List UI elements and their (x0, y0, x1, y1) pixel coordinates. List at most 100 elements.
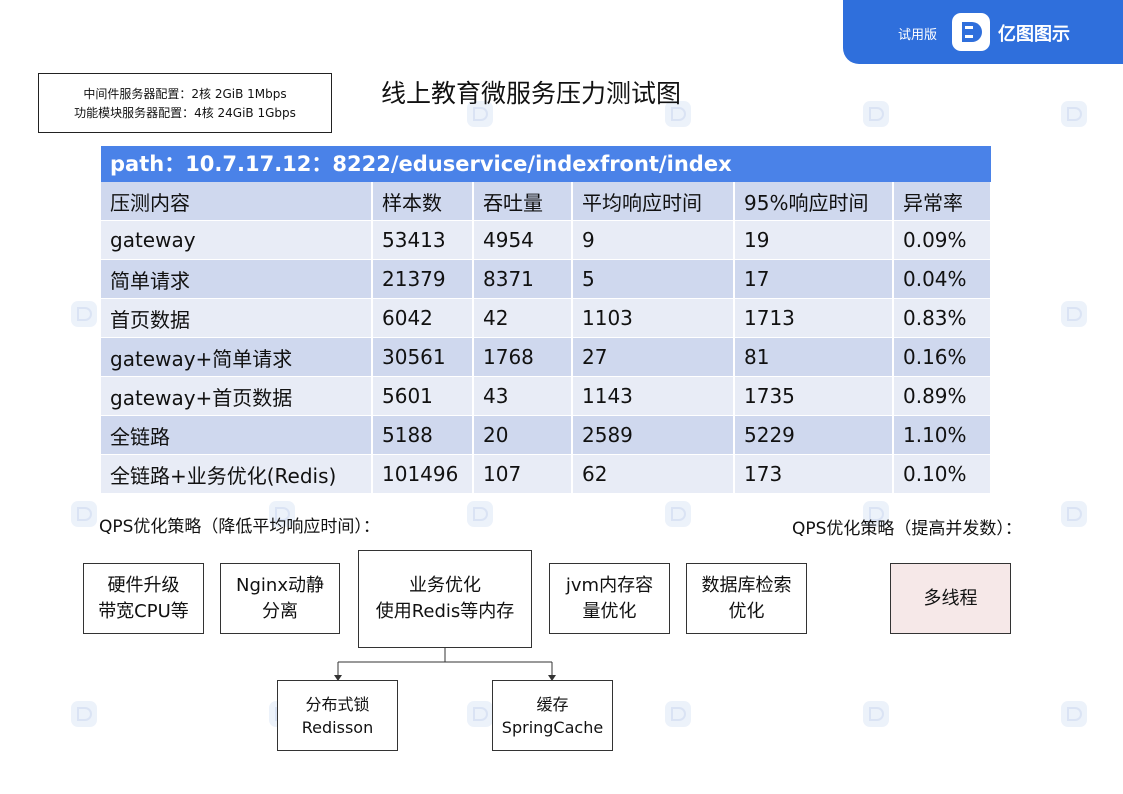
table-cell: 2589 (572, 415, 735, 455)
node-multithread[interactable]: 多线程 (890, 563, 1011, 634)
table-cell: gateway+简单请求 (101, 337, 373, 377)
edraw-watermark-icon (862, 700, 890, 728)
strategy-label-response: QPS优化策略（降低平均响应时间）： (99, 517, 380, 537)
table-row: 首页数据 6042 42 1103 1713 0.83% (101, 298, 992, 338)
config-line-middleware: 中间件服务器配置：2核 2GiB 1Mbps (83, 87, 287, 101)
edraw-watermark-icon (1060, 700, 1088, 728)
results-grid: 压测内容 样本数 吞吐量 平均响应时间 95%响应时间 异常率 gateway 53413 49… (101, 182, 992, 494)
edraw-watermark-icon (466, 700, 494, 728)
table-cell: 0.09% (893, 220, 992, 260)
table-cell: 5188 (372, 415, 474, 455)
config-line-function: 功能模块服务器配置：4核 24GiB 1Gbps (74, 106, 296, 120)
edraw-watermark-icon (1060, 100, 1088, 128)
table-cell: 0.89% (893, 376, 992, 416)
table-header-cell: 吞吐量 (473, 182, 573, 221)
table-cell: 0.16% (893, 337, 992, 377)
table-cell: 43 (473, 376, 573, 416)
table-cell: 1768 (473, 337, 573, 377)
table-row: gateway 53413 4954 9 19 0.09% (101, 220, 992, 260)
edraw-watermark-icon (664, 100, 692, 128)
node-business-text: 业务优化 使用Redis等内存 (375, 575, 515, 622)
table-cell: 30561 (372, 337, 474, 377)
table-header-cell: 95%响应时间 (734, 182, 894, 221)
table-row: gateway+简单请求 30561 1768 27 81 0.16% (101, 337, 992, 377)
table-cell: 27 (572, 337, 735, 377)
table-cell: 8371 (473, 259, 573, 299)
node-distributed-lock[interactable]: 分布式锁 Redisson (277, 680, 398, 751)
table-cell: 5229 (734, 415, 894, 455)
table-cell: 101496 (372, 454, 474, 494)
table-cell: 17 (734, 259, 894, 299)
brand-name: 亿图图示 (998, 24, 1070, 45)
edraw-logo-icon (952, 13, 990, 51)
table-header-cell: 平均响应时间 (572, 182, 735, 221)
edraw-watermark-icon (70, 700, 98, 728)
table-cell: 首页数据 (101, 298, 373, 338)
table-cell: 4954 (473, 220, 573, 260)
business-connector (334, 648, 556, 681)
edraw-watermark-icon (70, 500, 98, 528)
table-row: gateway+首页数据 5601 43 1143 1735 0.89% (101, 376, 992, 416)
node-db-text: 数据库检索 优化 (701, 574, 792, 622)
node-nginx-separation[interactable]: Nginx动静 分离 (220, 563, 340, 634)
edraw-watermark-icon (466, 100, 494, 128)
table-cell: 62 (572, 454, 735, 494)
table-cell: gateway+首页数据 (101, 376, 373, 416)
table-header-row: 压测内容 样本数 吞吐量 平均响应时间 95%响应时间 异常率 (101, 182, 992, 221)
table-cell: 1713 (734, 298, 894, 338)
table-cell: 1.10% (893, 415, 992, 455)
table-row: 全链路+业务优化(Redis) 101496 107 62 173 0.10% (101, 454, 992, 494)
table-header-cell: 样本数 (372, 182, 474, 221)
node-hardware-text: 硬件升级 带宽CPU等 (98, 574, 189, 622)
trial-banner[interactable]: 试用版 亿图图示 (843, 0, 1123, 64)
server-config-box: 中间件服务器配置：2核 2GiB 1Mbps 功能模块服务器配置：4核 24Gi… (38, 73, 332, 133)
node-db-query[interactable]: 数据库检索 优化 (686, 563, 807, 634)
table-cell: 0.83% (893, 298, 992, 338)
table-cell: 6042 (372, 298, 474, 338)
table-cell: 173 (734, 454, 894, 494)
node-business-optimization[interactable]: 业务优化 使用Redis等内存 (358, 550, 532, 648)
arrow-left-icon (334, 675, 342, 681)
table-cell: 53413 (372, 220, 474, 260)
trial-label: 试用版 (898, 28, 938, 43)
node-multithread-text: 多线程 (923, 587, 978, 609)
table-header-cell: 压测内容 (101, 182, 373, 221)
table-cell: 全链路+业务优化(Redis) (101, 454, 373, 494)
table-cell: 19 (734, 220, 894, 260)
edraw-watermark-icon (268, 500, 296, 528)
table-cell: 107 (473, 454, 573, 494)
edraw-watermark-icon (664, 500, 692, 528)
node-lock-text: 分布式锁 Redisson (301, 694, 374, 737)
edraw-watermark-icon (466, 500, 494, 528)
edraw-watermark-icon (1060, 500, 1088, 528)
table-cell: 5601 (372, 376, 474, 416)
table-cell: 9 (572, 220, 735, 260)
table-cell: 全链路 (101, 415, 373, 455)
table-cell: 1103 (572, 298, 735, 338)
edraw-watermark-icon (664, 700, 692, 728)
table-cell: 1735 (734, 376, 894, 416)
table-cell: 简单请求 (101, 259, 373, 299)
node-jvm-text: jvm内存容 量优化 (565, 574, 654, 622)
results-table: path：10.7.17.12：8222/eduservice/indexfro… (101, 146, 992, 494)
table-cell: 81 (734, 337, 894, 377)
node-hardware-upgrade[interactable]: 硬件升级 带宽CPU等 (83, 563, 204, 634)
table-cell: 21379 (372, 259, 474, 299)
table-row: 全链路 5188 20 2589 5229 1.10% (101, 415, 992, 455)
edraw-watermark-icon (70, 300, 98, 328)
table-cell: 20 (473, 415, 573, 455)
table-cell: gateway (101, 220, 373, 260)
edraw-watermark-icon (1060, 300, 1088, 328)
node-cache-text: 缓存 SpringCache (501, 694, 604, 737)
edraw-watermark-icon (862, 100, 890, 128)
table-path-header: path：10.7.17.12：8222/eduservice/indexfro… (101, 146, 991, 182)
page-title: 线上教育微服务压力测试图 (381, 79, 682, 108)
table-cell: 1143 (572, 376, 735, 416)
node-jvm-memory[interactable]: jvm内存容 量优化 (549, 563, 670, 634)
table-cell: 5 (572, 259, 735, 299)
edraw-watermark-icon (862, 500, 890, 528)
node-cache[interactable]: 缓存 SpringCache (492, 680, 613, 751)
table-cell: 0.10% (893, 454, 992, 494)
table-cell: 42 (473, 298, 573, 338)
table-row: 简单请求 21379 8371 5 17 0.04% (101, 259, 992, 299)
